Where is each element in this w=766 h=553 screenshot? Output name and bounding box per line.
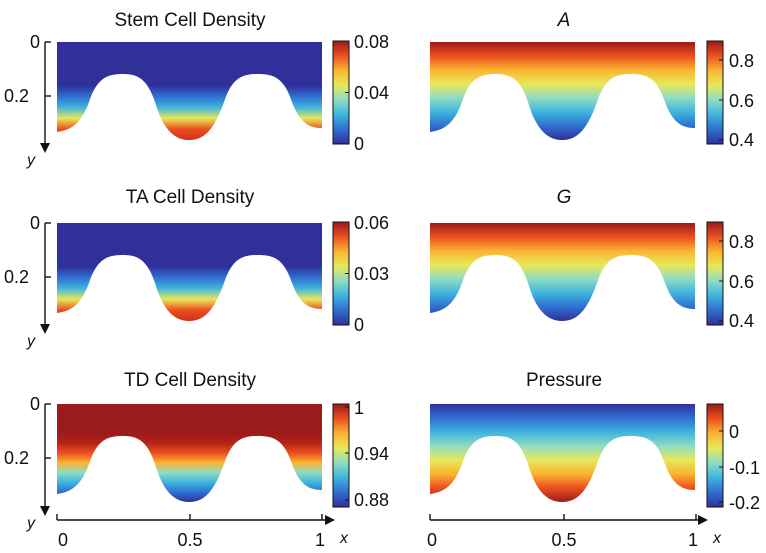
x-axis-label: x	[339, 530, 349, 547]
colorbar-tick: -0.1	[729, 458, 760, 478]
x-tick-label: 0.5	[177, 530, 202, 550]
colorbar-tick: 0.4	[729, 130, 754, 150]
colorbar-tick: 0.8	[729, 51, 754, 71]
heatmap-td	[57, 404, 322, 502]
panel-title-td: TD Cell Density	[124, 370, 256, 391]
panel-title-stem: Stem Cell Density	[115, 10, 266, 31]
heatmap-pressure	[430, 404, 695, 502]
colorbar-tick: 0.04	[354, 83, 389, 103]
y-tick-label: 0.2	[4, 448, 29, 468]
colorbar-tick: 0	[729, 422, 739, 442]
panel-title-ta: TA Cell Density	[126, 187, 255, 208]
colorbar-tick: 1	[354, 398, 364, 418]
colorbar-td: 1 0.94 0.88	[332, 398, 389, 510]
colorbar-tick: 0.88	[354, 490, 389, 510]
colorbar-tick: 0.08	[354, 32, 389, 52]
heatmap-ta	[57, 223, 322, 321]
x-tick-label: 0.5	[551, 530, 576, 550]
heatmap-stem	[57, 42, 322, 140]
x-tick-label: 0	[427, 530, 437, 550]
colorbar-tick: 0	[354, 315, 364, 335]
x-tick-label: 1	[315, 530, 325, 550]
colorbar-tick: 0.6	[729, 91, 754, 111]
colorbar-tick: 0.8	[729, 232, 754, 252]
y-axis-row2	[40, 222, 51, 334]
y-axis-label: y	[26, 515, 36, 532]
x-axis-label: x	[712, 530, 722, 547]
panel-title-g: G	[557, 187, 572, 208]
colorbar-tick: 0	[354, 134, 364, 154]
panel-title-pressure: Pressure	[526, 370, 602, 391]
colorbar-tick: 0.06	[354, 213, 389, 233]
colorbar-tick: 0.6	[729, 272, 754, 292]
colorbar-tick: 0.03	[354, 264, 389, 284]
heatmap-region	[430, 42, 695, 140]
colorbar-a: 0.8 0.6 0.4	[706, 40, 754, 150]
y-axis-row1	[40, 41, 51, 153]
heatmap-region	[57, 223, 322, 321]
x-tick-label: 0	[58, 530, 68, 550]
panel-title-a: A	[557, 10, 571, 31]
colorbar-pressure: 0 -0.1 -0.2	[706, 403, 760, 513]
colorbar-tick: 0.94	[354, 444, 389, 464]
heatmap-region	[430, 404, 695, 502]
colorbar-tick: -0.2	[729, 493, 760, 513]
heatmap-region	[57, 404, 322, 502]
heatmap-region	[430, 223, 695, 321]
y-tick-label: 0	[30, 32, 40, 52]
colorbar-tick: 0.4	[729, 311, 754, 331]
heatmap-region	[57, 42, 322, 140]
colorbar-stem: 0.08 0.04 0	[332, 32, 389, 154]
colorbar-g: 0.8 0.6 0.4	[706, 221, 754, 331]
colorbar-ta: 0.06 0.03 0	[332, 213, 389, 335]
y-tick-label: 0.2	[4, 86, 29, 106]
y-tick-label: 0.2	[4, 267, 29, 287]
y-axis-label: y	[26, 333, 36, 350]
x-axis-left	[56, 514, 335, 525]
x-tick-label: 1	[688, 530, 698, 550]
y-tick-label: 0	[30, 213, 40, 233]
y-axis-label: y	[26, 152, 36, 169]
heatmap-a	[430, 42, 695, 140]
x-axis-right	[429, 514, 708, 525]
y-tick-label: 0	[30, 394, 40, 414]
y-axis-row3	[40, 403, 51, 516]
heatmap-g	[430, 223, 695, 321]
